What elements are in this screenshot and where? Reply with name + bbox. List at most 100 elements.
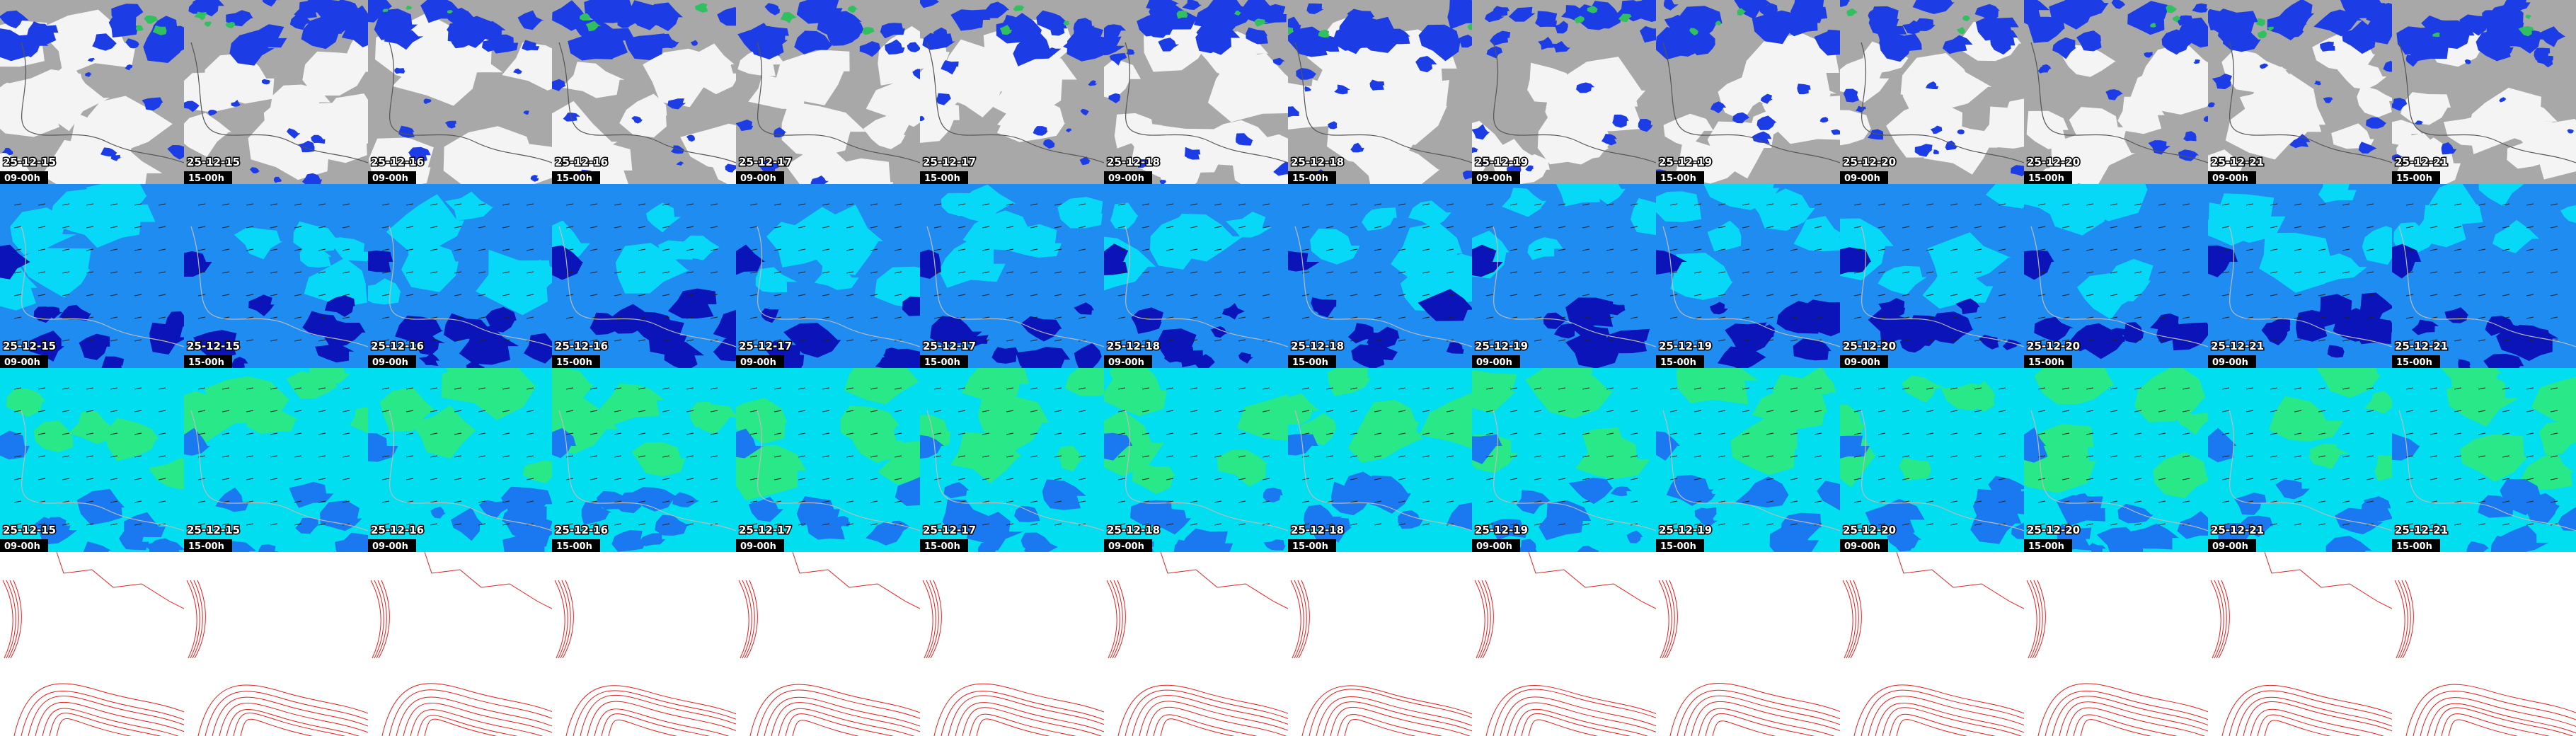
wind-barb xyxy=(1718,294,1726,297)
contour xyxy=(2210,580,2221,659)
time-label-box xyxy=(2024,171,2072,184)
precip xyxy=(1710,101,1727,114)
wind-barb xyxy=(662,432,670,435)
wind-barb xyxy=(86,455,94,458)
precip-core xyxy=(1689,28,1699,36)
contour xyxy=(1848,580,1859,659)
wind-barb xyxy=(590,410,598,413)
wind-barb xyxy=(870,339,878,342)
precip xyxy=(725,163,736,173)
wind-barb xyxy=(2134,339,2142,342)
precip xyxy=(1930,125,1943,134)
wind-barb xyxy=(2318,500,2326,503)
wind-barb xyxy=(1606,271,1614,274)
wind-barb xyxy=(1582,523,1590,526)
wind-barb xyxy=(1078,478,1086,481)
wind-barb xyxy=(1926,455,1934,458)
wind-barb xyxy=(1006,226,1014,229)
wind-barb xyxy=(958,271,966,274)
field-high xyxy=(1502,188,1547,217)
wind-barb xyxy=(294,248,302,251)
wind-barb xyxy=(1326,248,1334,251)
precip-core xyxy=(1288,27,1294,35)
date-label: 25-12-21 xyxy=(2395,524,2448,536)
precip xyxy=(1304,86,1311,92)
wind-barb xyxy=(686,387,694,390)
wind-barb xyxy=(1166,500,1174,503)
wind-barb xyxy=(1878,294,1886,297)
wind-barb xyxy=(294,455,302,458)
wind-barb xyxy=(662,339,670,342)
time-label-box xyxy=(1288,355,1336,368)
field-low xyxy=(368,433,398,462)
precip-core xyxy=(2255,18,2265,27)
field-high xyxy=(441,368,537,420)
field-low xyxy=(930,316,982,345)
background xyxy=(0,552,184,736)
time-label-box xyxy=(2392,539,2440,552)
contour xyxy=(2257,714,2362,736)
contour xyxy=(955,702,1104,736)
field-high xyxy=(293,221,340,253)
wind-barb xyxy=(1926,500,1934,503)
wind-barb xyxy=(1374,478,1382,481)
wind-barb xyxy=(894,410,902,413)
contour xyxy=(2434,707,2574,736)
wind-barb xyxy=(110,294,118,297)
wind-barb xyxy=(2454,432,2462,435)
contour xyxy=(2243,701,2392,736)
field-low xyxy=(1799,299,1840,337)
wind-barb xyxy=(1422,387,1430,390)
wind-barb xyxy=(1790,294,1798,297)
time-label: 15-00h xyxy=(1292,541,1328,552)
contour xyxy=(424,718,498,736)
wind-barb xyxy=(1902,523,1910,526)
wind-barb xyxy=(1238,387,1246,390)
wind-barb xyxy=(62,500,70,503)
contour xyxy=(962,707,1102,736)
wind-barb xyxy=(246,271,254,274)
wind-barb xyxy=(1117,226,1126,229)
contour xyxy=(1110,580,1120,659)
coastline xyxy=(1493,410,1656,531)
precip xyxy=(983,1,1010,18)
wind-barb xyxy=(2502,455,2510,458)
precip xyxy=(1933,149,1940,154)
wind-barb xyxy=(270,339,278,342)
wind-barb xyxy=(1926,316,1934,319)
wind-barb xyxy=(1558,432,1566,435)
wind-barb xyxy=(2182,226,2190,229)
wind-barb xyxy=(526,410,534,413)
field-low xyxy=(2208,427,2237,463)
wind-barb xyxy=(2221,410,2230,413)
field-low xyxy=(2520,493,2558,524)
wind-barb xyxy=(134,316,142,319)
wind-barb xyxy=(774,203,782,206)
coastline xyxy=(926,410,1104,531)
precip-core xyxy=(1737,8,1747,16)
field-high xyxy=(105,418,159,461)
precip xyxy=(950,9,991,31)
contour xyxy=(560,580,571,659)
wind-barb xyxy=(1606,294,1614,297)
wind-barb xyxy=(1374,455,1382,458)
precip xyxy=(301,15,343,50)
wind-barb xyxy=(1510,432,1518,435)
field-low xyxy=(1304,505,1342,530)
wind-barb xyxy=(1742,455,1750,458)
date-label: 25-12-17 xyxy=(739,340,792,352)
precip-core xyxy=(580,13,591,21)
precip-core xyxy=(1064,21,1071,26)
wind-barb xyxy=(2526,316,2534,319)
wind-barb xyxy=(526,387,534,390)
wind-barb xyxy=(1718,271,1726,274)
wind-barb xyxy=(1262,316,1270,319)
field-low xyxy=(2392,432,2420,461)
field-low xyxy=(1074,302,1094,315)
coastline xyxy=(757,42,920,163)
map-tile xyxy=(2392,552,2576,736)
wind-barb xyxy=(294,478,302,481)
contour xyxy=(749,684,920,736)
